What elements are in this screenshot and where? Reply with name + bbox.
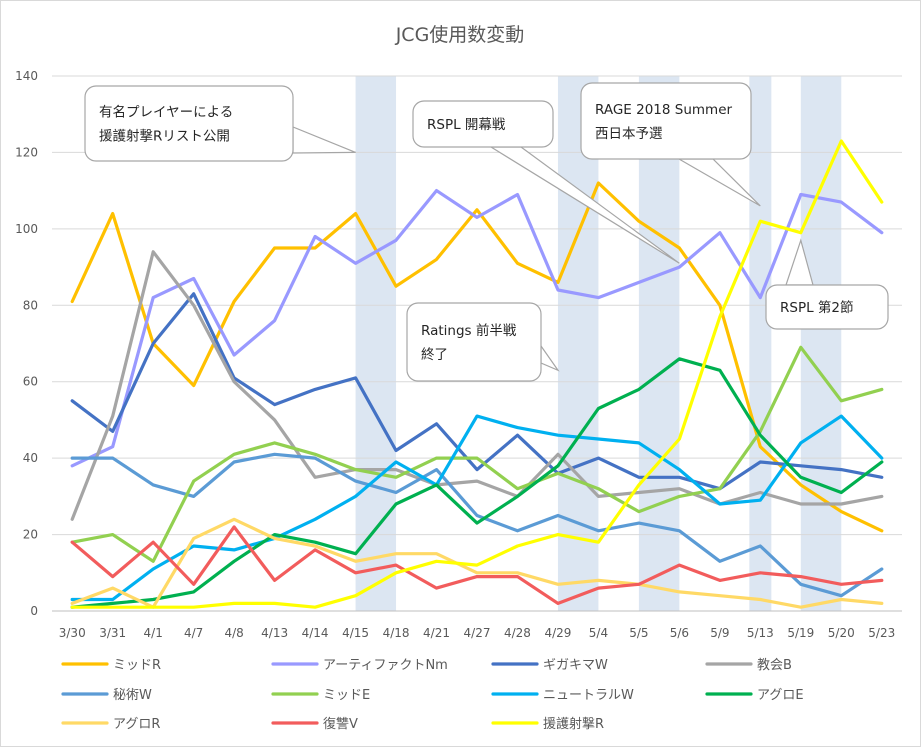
callout-3-text: RAGE 2018 Summer xyxy=(595,102,732,118)
legend-item-3: ギガキマW xyxy=(491,658,608,673)
y-tick-label: 60 xyxy=(23,375,38,389)
callout-5: RSPL 第2節 xyxy=(765,238,889,330)
series-line-7 xyxy=(70,414,884,602)
x-tick-label: 4/29 xyxy=(544,626,571,640)
highlight-band-4 xyxy=(749,76,772,611)
series-line-9 xyxy=(70,517,884,609)
x-tick-label: 5/5 xyxy=(629,626,648,640)
legend-label: 秘術W xyxy=(113,688,152,703)
highlight-band-1 xyxy=(355,76,397,611)
callout-3-box-fill xyxy=(582,84,750,158)
x-tick-label: 4/14 xyxy=(302,626,329,640)
legend: ミッドR アーティファクトNm ギガキマW 教会B 秘術W ミッドE ニュートラルW アグロE… xyxy=(61,657,804,732)
y-tick-label: 140 xyxy=(15,69,38,83)
callout-3-pointer xyxy=(676,158,761,207)
series-line-11 xyxy=(70,139,884,609)
legend-label: ニュートラルW xyxy=(543,688,634,703)
callout-4-pointer xyxy=(540,344,560,372)
x-tick-label: 5/13 xyxy=(747,626,774,640)
legend-item-4: 教会B xyxy=(705,657,792,673)
series-line-5 xyxy=(70,452,884,598)
legend-label: ミッドE xyxy=(323,688,370,703)
callout-4-text: Ratings 前半戦 xyxy=(421,322,517,339)
x-tick-label: 5/23 xyxy=(868,626,895,640)
x-tick-label: 5/4 xyxy=(589,626,608,640)
callout-2: RSPL 開幕戦 xyxy=(412,100,680,264)
callout-1-box-fill xyxy=(86,87,292,160)
highlight-band-3 xyxy=(638,76,680,611)
x-tick-label: 3/31 xyxy=(99,626,126,640)
legend-item-9: アグロR xyxy=(61,717,160,732)
callout-1-text: 援護射撃Rリスト公開 xyxy=(99,129,230,145)
x-tick-label: 4/13 xyxy=(261,626,288,640)
legend-label: 教会B xyxy=(757,657,792,673)
chart-title: JCG使用数変動 xyxy=(395,24,525,46)
legend-label: 援護射撃R xyxy=(543,716,604,732)
series-line-8 xyxy=(70,357,884,609)
callout-2-box-fill xyxy=(414,102,552,146)
y-axis: 0 20 40 60 80 100 120 140 xyxy=(15,69,38,618)
y-tick-label: 80 xyxy=(23,298,38,312)
x-axis: 3/30 3/31 4/1 4/7 4/8 4/13 4/14 4/15 4/18 4/21 4/2… xyxy=(59,626,895,640)
y-tick-label: 40 xyxy=(23,451,38,465)
callout-1-text: 有名プレイヤーによる xyxy=(99,105,233,121)
series-line-4 xyxy=(70,250,884,521)
callout-4-box-fill xyxy=(408,304,540,380)
callout-2-text: RSPL 開幕戦 xyxy=(427,117,506,133)
x-tick-label: 4/8 xyxy=(224,626,243,640)
callout-5-text: RSPL 第2節 xyxy=(780,299,854,316)
y-tick-label: 20 xyxy=(23,528,38,542)
callout-1-pointer xyxy=(292,126,356,154)
x-tick-label: 4/1 xyxy=(144,626,163,640)
x-tick-label: 5/19 xyxy=(787,626,814,640)
highlight-bands xyxy=(355,76,842,611)
y-tick-label: 0 xyxy=(30,604,38,618)
x-tick-label: 4/21 xyxy=(423,626,450,640)
legend-item-8: アグロE xyxy=(705,688,804,703)
legend-label: ギガキマW xyxy=(543,658,608,673)
series-line-6 xyxy=(70,345,884,563)
highlight-band-5 xyxy=(800,76,842,611)
x-tick-label: 5/9 xyxy=(710,626,729,640)
legend-label: ミッドR xyxy=(113,658,161,673)
legend-item-7: ニュートラルW xyxy=(491,688,634,703)
x-tick-label: 4/7 xyxy=(184,626,203,640)
callout-3: RAGE 2018 Summer 西日本予選 xyxy=(580,82,761,207)
series-line-2 xyxy=(70,189,884,468)
callout-3-text: 西日本予選 xyxy=(595,126,663,142)
legend-item-5: 秘術W xyxy=(61,688,152,703)
y-tick-label: 100 xyxy=(15,222,38,236)
x-tick-label: 4/18 xyxy=(383,626,410,640)
x-tick-label: 4/15 xyxy=(342,626,369,640)
legend-label: アグロR xyxy=(113,717,160,732)
legend-item-6: ミッドE xyxy=(271,688,370,703)
callout-4-text: 終了 xyxy=(421,347,448,363)
series-line-1 xyxy=(70,181,884,533)
x-tick-label: 5/20 xyxy=(828,626,855,640)
legend-item-1: ミッドR xyxy=(61,658,161,673)
y-tick-label: 120 xyxy=(15,145,38,159)
legend-label: アーティファクトNm xyxy=(323,658,448,673)
legend-item-11: 援護射撃R xyxy=(491,716,604,732)
callout-5-box-fill xyxy=(767,286,887,328)
series-line-10 xyxy=(70,525,884,606)
legend-item-2: アーティファクトNm xyxy=(271,658,448,673)
x-tick-label: 5/6 xyxy=(670,626,689,640)
x-tick-label: 4/27 xyxy=(464,626,491,640)
legend-label: 復讐V xyxy=(323,716,358,732)
x-tick-label: 4/28 xyxy=(504,626,531,640)
x-tick-label: 3/30 xyxy=(59,626,86,640)
series-line-3 xyxy=(70,292,884,491)
series-lines xyxy=(70,139,884,609)
legend-item-10: 復讐V xyxy=(271,716,358,732)
legend-label: アグロE xyxy=(757,688,804,703)
